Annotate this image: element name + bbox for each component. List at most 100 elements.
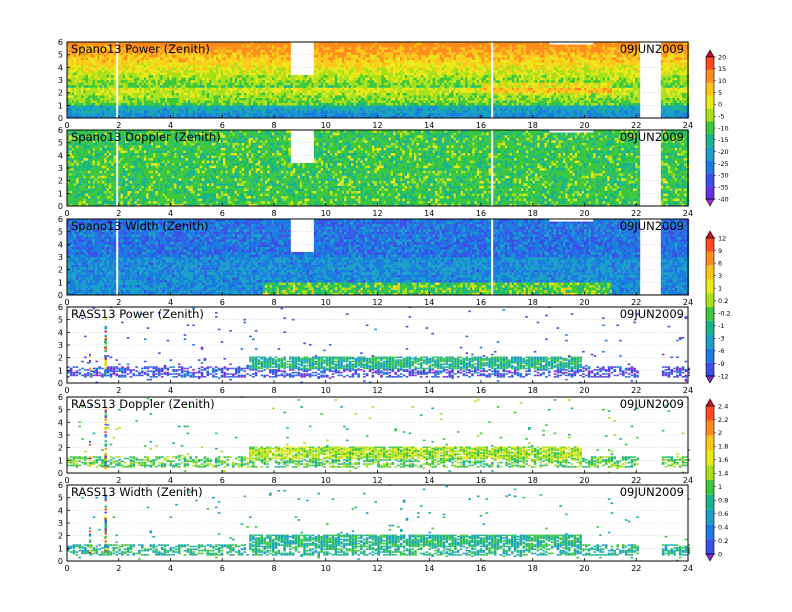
- heat-cell: [395, 52, 398, 55]
- heat-cell: [169, 90, 172, 93]
- heat-cell: [440, 72, 443, 75]
- heat-cell: [125, 103, 128, 106]
- heat-cell: [107, 98, 110, 101]
- heat-cell: [405, 95, 408, 98]
- heat-cell: [176, 75, 179, 78]
- heat-cell: [330, 72, 333, 75]
- heat-cell: [237, 100, 240, 103]
- heat-cell: [360, 113, 363, 116]
- heat-cell: [302, 83, 305, 86]
- heat-cell: [202, 113, 205, 116]
- heat-cell: [109, 88, 112, 91]
- heat-cell: [430, 103, 433, 106]
- heat-cell: [416, 77, 419, 80]
- heat-cell: [412, 75, 415, 78]
- heat-cell: [81, 93, 84, 96]
- heat-cell: [79, 62, 82, 65]
- heat-cell: [121, 65, 124, 68]
- heat-cell: [351, 80, 354, 83]
- heat-cell: [190, 113, 193, 116]
- heat-cell: [218, 77, 221, 80]
- heat-cell: [319, 113, 322, 116]
- heat-cell: [265, 62, 268, 65]
- heat-cell: [407, 83, 410, 86]
- heat-cell: [337, 80, 340, 83]
- heat-cell: [400, 85, 403, 88]
- heat-cell: [186, 95, 189, 98]
- heat-cell: [437, 57, 440, 60]
- heat-cell: [419, 98, 422, 101]
- heat-cell: [256, 85, 259, 88]
- heat-cell: [109, 80, 112, 83]
- heat-cell: [293, 108, 296, 111]
- heat-cell: [426, 95, 429, 98]
- heat-cell: [360, 83, 363, 86]
- heat-cell: [137, 90, 140, 93]
- heat-cell: [319, 95, 322, 98]
- heat-cell: [111, 85, 114, 88]
- heat-cell: [358, 113, 361, 116]
- heat-cell: [214, 70, 217, 73]
- heat-cell: [321, 93, 324, 96]
- heat-cell: [239, 108, 242, 111]
- heat-cell: [421, 110, 424, 113]
- heat-cell: [440, 95, 443, 98]
- heat-cell: [458, 110, 461, 113]
- heat-cell: [319, 65, 322, 68]
- heat-cell: [160, 105, 163, 108]
- heat-cell: [332, 93, 335, 96]
- heat-cell: [158, 75, 161, 78]
- heat-cell: [435, 98, 438, 101]
- heat-cell: [456, 98, 459, 101]
- heat-cell: [349, 77, 352, 80]
- heat-cell: [351, 72, 354, 75]
- heat-cell: [356, 57, 359, 60]
- heat-cell: [314, 90, 317, 93]
- heat-cell: [214, 52, 217, 55]
- heat-cell: [414, 93, 417, 96]
- heat-cell: [374, 75, 377, 78]
- heat-cell: [346, 70, 349, 73]
- heat-cell: [409, 55, 412, 58]
- heat-cell: [72, 100, 75, 103]
- heat-cell: [100, 110, 103, 113]
- heat-cell: [402, 67, 405, 70]
- heat-cell: [142, 103, 145, 106]
- heat-cell: [135, 100, 138, 103]
- heat-cell: [449, 93, 452, 96]
- heat-cell: [160, 108, 163, 111]
- heat-cell: [305, 105, 308, 108]
- heat-cell: [377, 75, 380, 78]
- heat-cell: [349, 88, 352, 91]
- heat-cell: [447, 75, 450, 78]
- heat-cell: [162, 77, 165, 80]
- heat-cell: [370, 52, 373, 55]
- heat-cell: [440, 83, 443, 86]
- heat-cell: [221, 55, 224, 58]
- heat-cell: [114, 70, 117, 73]
- heat-cell: [346, 90, 349, 93]
- heat-cell: [316, 75, 319, 78]
- heat-cell: [405, 77, 408, 80]
- heat-cell: [270, 93, 273, 96]
- heat-cell: [162, 83, 165, 86]
- heat-cell: [179, 113, 182, 116]
- heat-cell: [104, 113, 107, 116]
- heat-cell: [423, 113, 426, 116]
- heat-cell: [204, 93, 207, 96]
- heat-cell: [100, 98, 103, 101]
- heat-cell: [211, 80, 214, 83]
- heat-cell: [74, 113, 77, 116]
- heat-cell: [121, 95, 124, 98]
- heat-cell: [216, 45, 219, 48]
- heat-cell: [125, 113, 128, 116]
- heat-cell: [265, 65, 268, 68]
- heat-cell: [151, 57, 154, 60]
- heat-cell: [211, 85, 214, 88]
- heat-cell: [391, 50, 394, 53]
- heat-cell: [153, 67, 156, 70]
- heat-cell: [260, 62, 263, 65]
- heat-cell: [258, 93, 261, 96]
- heat-cell: [356, 103, 359, 106]
- heat-cell: [74, 95, 77, 98]
